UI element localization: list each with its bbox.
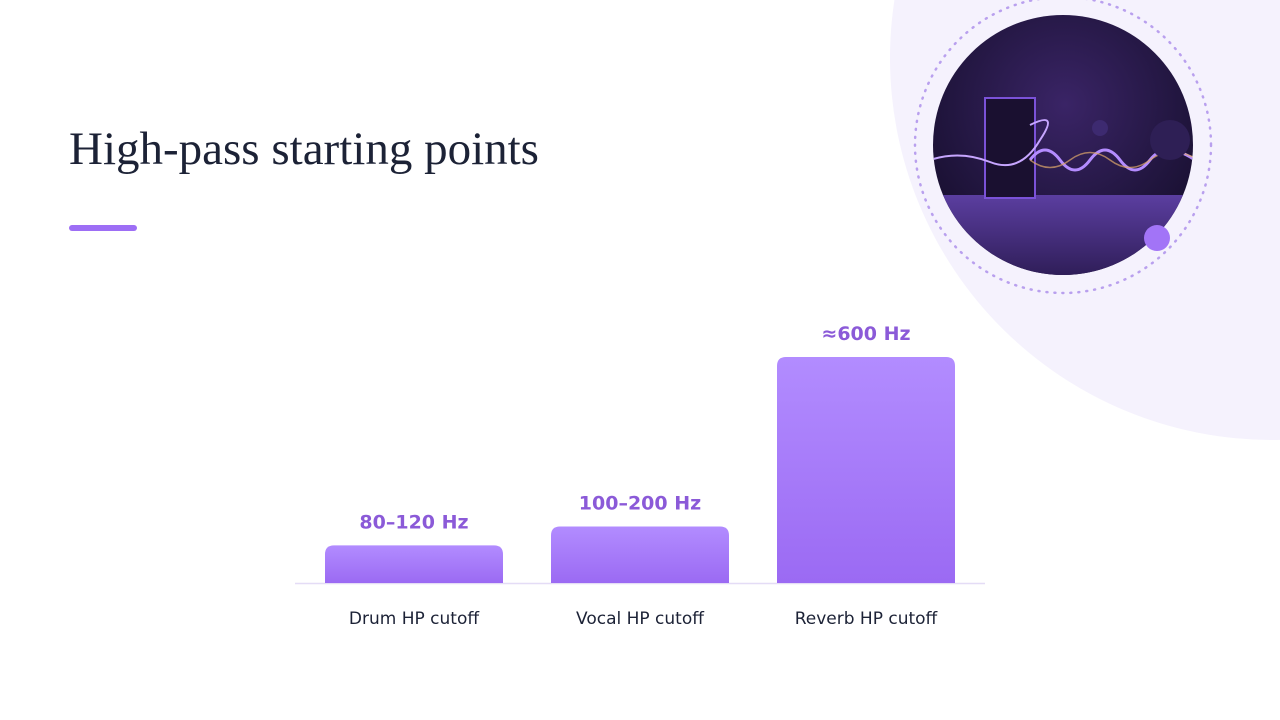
bar bbox=[777, 357, 955, 583]
dotted-ring bbox=[913, 0, 1213, 295]
value-label: 80–120 Hz bbox=[359, 511, 468, 533]
accent-dot bbox=[1144, 225, 1170, 251]
category-label: Drum HP cutoff bbox=[349, 609, 480, 629]
title-accent bbox=[69, 225, 137, 231]
value-label: 100–200 Hz bbox=[579, 493, 701, 515]
category-label: Vocal HP cutoff bbox=[576, 609, 705, 629]
slide-title: High-pass starting points bbox=[69, 123, 539, 175]
bar bbox=[325, 545, 503, 583]
category-label: Reverb HP cutoff bbox=[795, 609, 939, 629]
bar bbox=[551, 526, 729, 583]
value-label: ≈600 Hz bbox=[821, 323, 910, 345]
